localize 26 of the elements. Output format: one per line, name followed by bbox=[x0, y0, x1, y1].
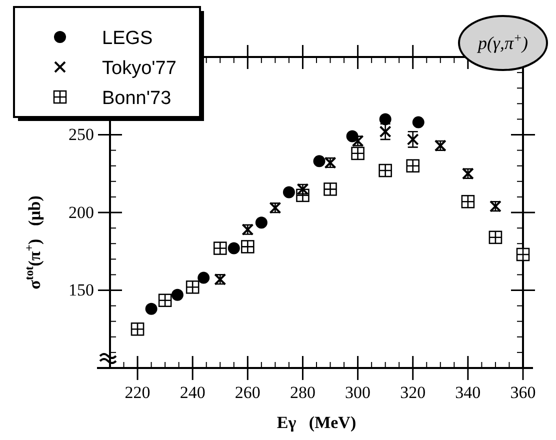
x-tick-label: 240 bbox=[180, 383, 206, 402]
text: p(γ,π$^{+}$) bbox=[476, 31, 528, 53]
x-tick-label: 260 bbox=[234, 383, 260, 402]
legend-label: Tokyo'77 bbox=[102, 58, 176, 79]
point bbox=[145, 302, 158, 315]
x-tick-label: 220 bbox=[124, 383, 150, 402]
point bbox=[346, 130, 358, 142]
x-tick-label: 320 bbox=[400, 383, 426, 402]
y-tick-label: 150 bbox=[68, 280, 94, 300]
legend-label: LEGS bbox=[102, 28, 153, 49]
point bbox=[228, 242, 240, 254]
x-tick-label: 300 bbox=[345, 383, 371, 402]
point bbox=[282, 186, 295, 198]
x-tick-label: 360 bbox=[510, 383, 536, 402]
y-tick-label: 250 bbox=[68, 125, 94, 144]
point bbox=[255, 216, 268, 229]
x-tick-label: 340 bbox=[455, 383, 481, 402]
x-tick-label: 280 bbox=[290, 383, 316, 402]
point bbox=[379, 113, 392, 126]
point bbox=[171, 288, 184, 301]
point bbox=[313, 155, 326, 168]
point bbox=[198, 272, 210, 284]
y-tick-label: 200 bbox=[68, 202, 94, 222]
x-axis-title: Eγ (MeV) bbox=[276, 413, 356, 432]
legend-label: Bonn'73 bbox=[102, 88, 172, 109]
point bbox=[412, 116, 424, 128]
